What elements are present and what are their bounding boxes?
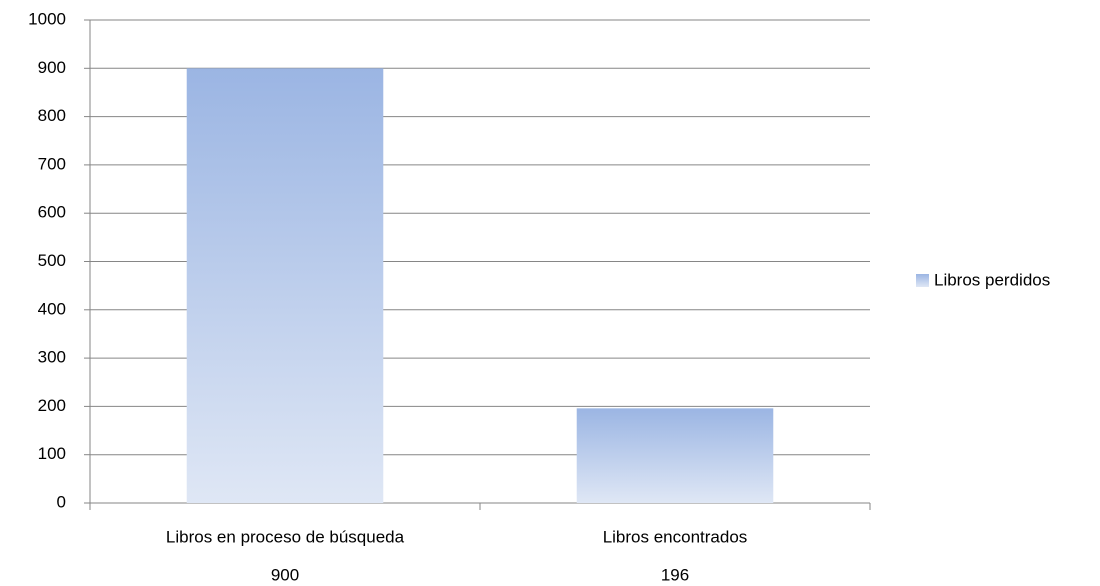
bar	[186, 68, 384, 504]
y-tick-label: 500	[38, 251, 66, 270]
y-tick-label: 200	[38, 396, 66, 415]
y-tick-label: 700	[38, 154, 66, 173]
x-tick-label: Libros en proceso de búsqueda	[166, 527, 405, 546]
y-tick-label: 300	[38, 348, 66, 367]
x-tick-label: Libros encontrados	[603, 527, 748, 546]
bar	[576, 408, 774, 503]
y-tick-label: 800	[38, 106, 66, 125]
y-tick-label: 0	[57, 492, 66, 511]
data-label: 900	[271, 565, 299, 584]
data-label: 196	[661, 565, 689, 584]
legend-swatch	[916, 274, 929, 287]
y-tick-label: 400	[38, 299, 66, 318]
y-tick-label: 1000	[28, 9, 66, 28]
y-tick-label: 600	[38, 203, 66, 222]
legend-label: Libros perdidos	[934, 270, 1050, 289]
y-tick-label: 100	[38, 444, 66, 463]
y-tick-label: 900	[38, 58, 66, 77]
